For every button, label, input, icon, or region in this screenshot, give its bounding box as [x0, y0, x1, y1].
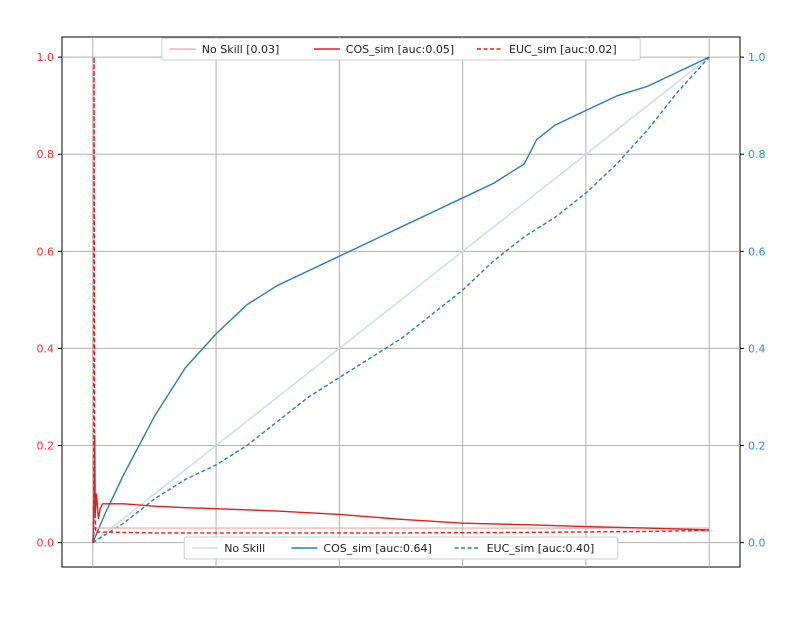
right-y-tick-label: 0.2 [748, 440, 766, 453]
series-layer [92, 56, 710, 544]
right-y-tick-label: 0.6 [748, 245, 766, 258]
legend-frame [183, 536, 619, 560]
left-y-tick-label: 0.8 [37, 148, 55, 161]
right-y-tick-label: 0.0 [748, 537, 766, 550]
left-y-tick-label: 0.4 [37, 342, 55, 355]
right-series-line-2 [92, 56, 710, 544]
legend-label: No Skill [224, 542, 265, 555]
left-y-tick-label: 0.6 [37, 245, 55, 258]
left-y-tick-label: 0.0 [37, 537, 55, 550]
legend-label: COS_sim [auc:0.64] [323, 542, 431, 555]
legend-label: COS_sim [auc:0.05] [346, 43, 454, 56]
left-y-tick-label: 1.0 [37, 51, 55, 64]
right-y-tick-label: 1.0 [748, 51, 766, 64]
left-y-tick-label: 0.2 [37, 440, 55, 453]
legend-right-axis: No Skill COS_sim [auc:0.64] EUC_sim [auc:0… [183, 536, 619, 560]
right-series-line-0 [92, 56, 710, 544]
legend-label: EUC_sim [auc:0.40] [487, 542, 595, 555]
right-y-tick-label: 0.8 [748, 148, 766, 161]
right-series-line-1 [92, 56, 710, 543]
legend-frame [161, 37, 641, 61]
legend-label: EUC_sim [auc:0.02] [509, 43, 617, 56]
right-y-axis: 0.0 0.2 0.4 0.6 0.8 1.0 [740, 51, 766, 550]
left-series-line-2 [92, 56, 710, 543]
legend-left-axis: No Skill [0.03] COS_sim [auc:0.05] EUC_sim… [161, 37, 641, 61]
right-y-tick-label: 0.4 [748, 342, 766, 355]
left-y-axis: 0.0 0.2 0.4 0.6 0.8 1.0 [37, 51, 62, 550]
left-series-line-1 [92, 435, 710, 543]
legend-label: No Skill [0.03] [202, 43, 280, 56]
